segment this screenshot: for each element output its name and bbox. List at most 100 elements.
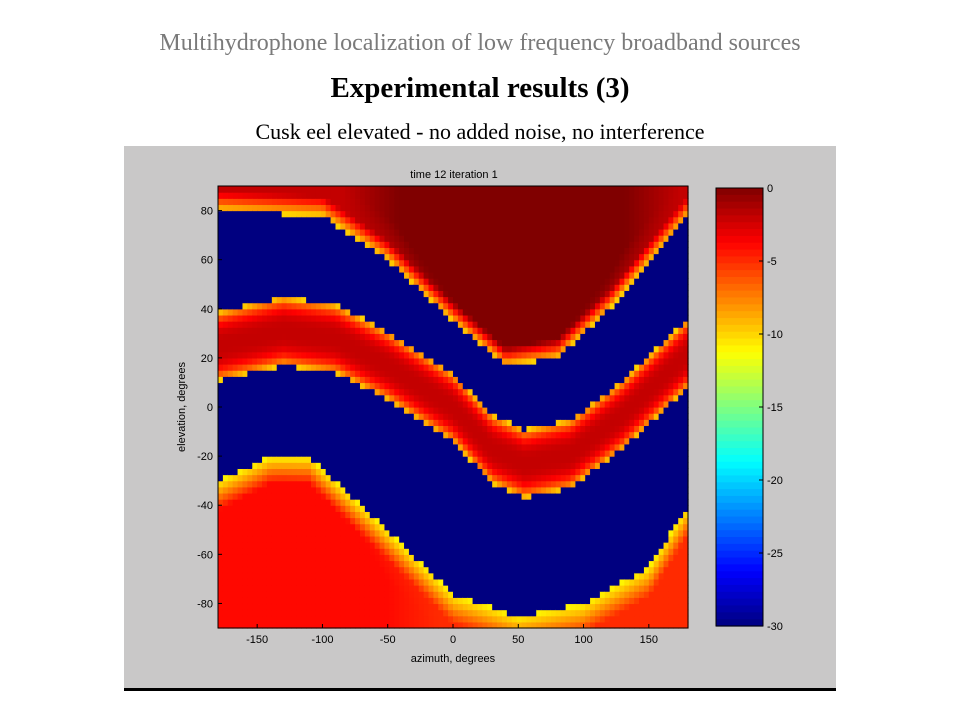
heatmap-cell xyxy=(315,505,322,512)
heatmap-cell xyxy=(521,265,528,273)
heatmap-cell xyxy=(550,456,557,463)
heatmap-cell xyxy=(286,480,293,488)
heatmap-cell xyxy=(472,511,479,519)
heatmap-cell xyxy=(536,542,542,549)
heatmap-cell xyxy=(408,548,415,555)
heatmap-cell xyxy=(374,407,381,414)
heatmap-cell xyxy=(286,247,293,255)
heatmap-cell xyxy=(271,529,278,537)
heatmap-cell xyxy=(281,585,288,592)
heatmap-cell xyxy=(359,321,366,328)
heatmap-cell xyxy=(521,554,528,562)
heatmap-cell xyxy=(399,271,405,279)
heatmap-cell xyxy=(218,566,224,574)
heatmap-cell xyxy=(364,247,371,255)
heatmap-cell xyxy=(477,364,483,371)
heatmap-cell xyxy=(340,296,346,304)
heatmap-cell xyxy=(330,345,337,353)
heatmap-cell xyxy=(271,486,278,494)
heatmap-cell xyxy=(281,278,288,285)
heatmap-cell xyxy=(467,572,474,580)
heatmap-cell xyxy=(453,314,459,322)
heatmap-cell xyxy=(359,235,366,242)
heatmap-cell xyxy=(438,486,444,494)
heatmap-cell xyxy=(340,370,346,377)
heatmap-cell xyxy=(418,449,425,457)
heatmap-cell xyxy=(408,449,415,457)
heatmap-cell xyxy=(237,468,244,476)
heatmap-cell xyxy=(389,603,395,611)
heatmap-cell xyxy=(315,621,322,629)
heatmap-cell xyxy=(330,357,337,365)
heatmap-cell xyxy=(497,462,503,469)
heatmap-cell xyxy=(492,456,498,463)
heatmap-cell xyxy=(222,597,229,605)
heatmap-cell xyxy=(222,333,229,341)
heatmap-cell xyxy=(506,376,513,384)
heatmap-cell xyxy=(369,204,376,212)
heatmap-cell xyxy=(355,296,361,304)
heatmap-cell xyxy=(301,351,307,359)
heatmap-cell xyxy=(506,437,513,445)
heatmap-cell xyxy=(222,609,229,617)
heatmap-cell xyxy=(521,308,528,316)
heatmap-cell xyxy=(550,351,557,359)
heatmap-cell xyxy=(399,548,405,555)
heatmap-cell xyxy=(472,314,479,322)
heatmap-cell xyxy=(340,345,346,353)
heatmap-cell xyxy=(345,542,351,549)
heatmap-cell xyxy=(359,462,366,469)
heatmap-cell xyxy=(453,529,459,537)
heatmap-cell xyxy=(325,345,332,353)
heatmap-cell xyxy=(257,357,263,365)
heatmap-cell xyxy=(536,609,542,617)
heatmap-cell xyxy=(418,480,425,488)
heatmap-cell xyxy=(374,456,381,463)
heatmap-cell xyxy=(438,357,444,365)
heatmap-cell xyxy=(472,339,479,347)
heatmap-cell xyxy=(457,413,464,420)
heatmap-cell xyxy=(232,259,239,267)
heatmap-cell xyxy=(457,419,464,427)
heatmap-cell xyxy=(384,198,390,206)
heatmap-cell xyxy=(301,572,307,580)
heatmap-cell xyxy=(389,290,395,298)
heatmap-cell xyxy=(462,216,469,224)
heatmap-cell xyxy=(306,400,312,408)
heatmap-cell xyxy=(433,265,439,273)
heatmap-cell xyxy=(296,247,302,255)
heatmap-cell xyxy=(257,370,263,377)
heatmap-cell xyxy=(531,339,537,347)
heatmap-cell xyxy=(262,370,268,377)
heatmap-cell xyxy=(413,364,420,371)
heatmap-cell xyxy=(472,259,479,267)
heatmap-cell xyxy=(516,235,523,242)
heatmap-cell xyxy=(379,474,386,482)
heatmap-cell xyxy=(448,278,454,285)
heatmap-cell xyxy=(423,492,430,500)
heatmap-cell xyxy=(536,511,542,519)
heatmap-cell xyxy=(242,302,248,310)
heatmap-cell xyxy=(247,351,253,359)
heatmap-cell xyxy=(477,357,483,365)
heatmap-cell xyxy=(462,480,469,488)
heatmap-cell xyxy=(227,523,234,531)
heatmap-cell xyxy=(330,339,337,347)
heatmap-cell xyxy=(399,425,405,433)
heatmap-cell xyxy=(257,204,263,212)
heatmap-cell xyxy=(448,394,454,402)
heatmap-cell xyxy=(408,327,415,334)
heatmap-cell xyxy=(266,290,273,298)
heatmap-cell xyxy=(477,241,483,248)
heatmap-cell xyxy=(227,560,234,568)
heatmap-cell xyxy=(355,609,361,617)
heatmap-cell xyxy=(438,339,444,347)
heatmap-cell xyxy=(330,278,337,285)
heatmap-cell xyxy=(408,290,415,298)
heatmap-cell xyxy=(301,407,307,414)
heatmap-cell xyxy=(350,339,356,347)
heatmap-cell xyxy=(345,597,351,605)
heatmap-cell xyxy=(311,357,317,365)
heatmap-cell xyxy=(516,290,523,298)
heatmap-cell xyxy=(296,523,302,531)
